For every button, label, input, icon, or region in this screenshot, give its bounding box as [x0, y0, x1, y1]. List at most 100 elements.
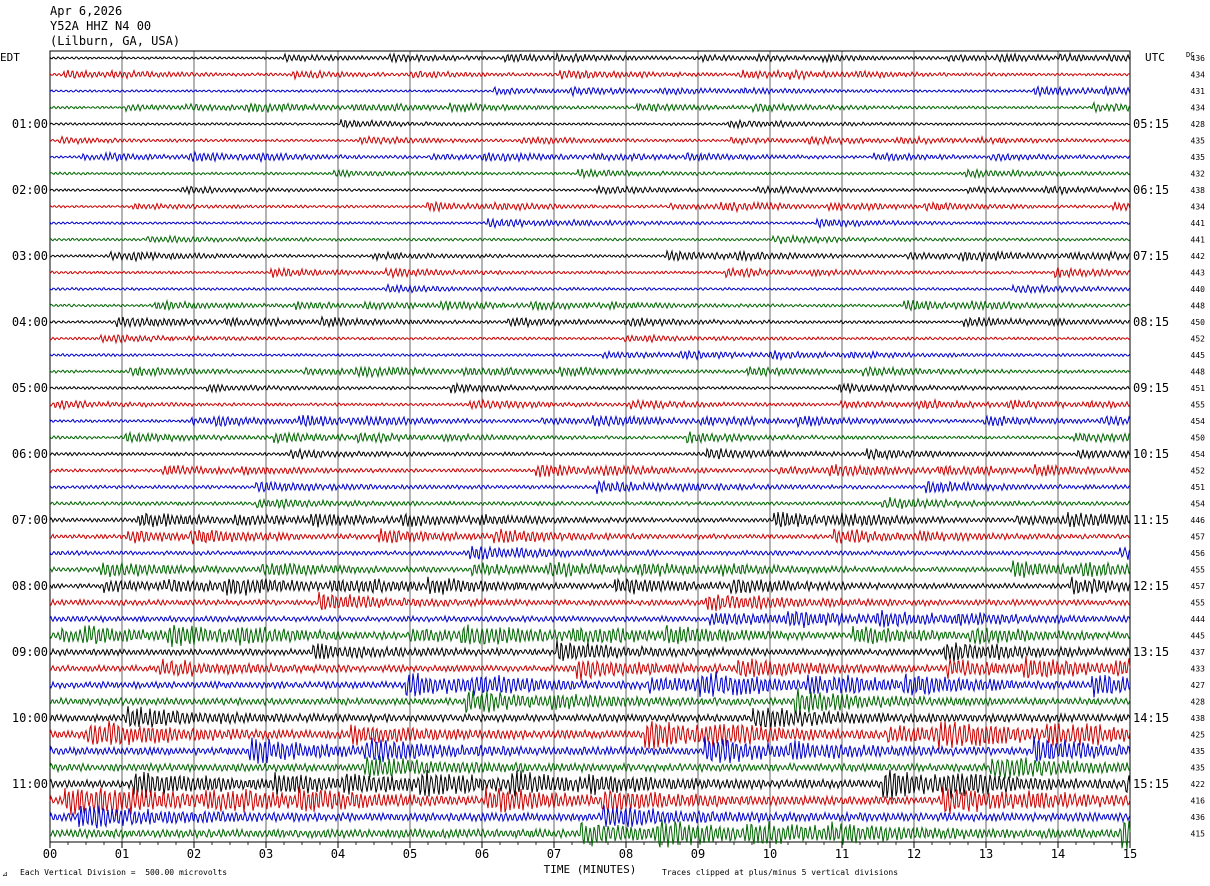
- scale-note: Each Vertical Division = 500.00 microvol…: [20, 868, 228, 877]
- edt-axis-label: EDT: [0, 51, 20, 64]
- seismic-trace: [49, 640, 1131, 663]
- x-tick-label: 15: [1123, 847, 1137, 861]
- x-tick-label: 00: [43, 847, 57, 861]
- dc-offset-value: 434: [1191, 104, 1206, 113]
- trace-group: [49, 51, 1131, 850]
- dc-offset-value: 454: [1191, 500, 1206, 509]
- dc-offset-value: 455: [1191, 566, 1206, 575]
- dc-offset-value: 452: [1191, 335, 1206, 344]
- dc-offset-value: 435: [1191, 764, 1206, 773]
- utc-hour-label: 10:15: [1133, 447, 1169, 461]
- x-tick-label: 10: [763, 847, 777, 861]
- seismic-trace: [49, 51, 1131, 64]
- dc-offset-value: 454: [1191, 417, 1206, 426]
- seismic-trace: [50, 249, 1130, 263]
- edt-hour-label: 11:00: [12, 777, 48, 791]
- seismic-trace: [49, 200, 1131, 214]
- seismic-trace: [49, 68, 1131, 81]
- scale-marker-icon: ⊿: [2, 870, 8, 878]
- dc-offset-value: 450: [1191, 318, 1206, 327]
- seismic-trace: [49, 819, 1131, 850]
- seismic-trace: [49, 687, 1131, 715]
- dc-offset-value: 435: [1191, 153, 1206, 162]
- seismic-trace: [49, 511, 1131, 528]
- dc-offset-value: 438: [1191, 714, 1206, 723]
- seismic-trace: [49, 118, 1131, 130]
- utc-hour-label: 07:15: [1133, 249, 1169, 263]
- dc-offset-value: 455: [1191, 401, 1206, 410]
- seismic-trace: [49, 150, 1131, 164]
- seismic-trace: [49, 671, 1131, 698]
- dc-offset-value: 457: [1191, 582, 1206, 591]
- edt-hour-label: 03:00: [12, 249, 48, 263]
- seismic-trace: [49, 381, 1131, 395]
- seismic-trace: [49, 184, 1131, 196]
- x-tick-label: 06: [475, 847, 489, 861]
- seismic-trace: [49, 545, 1131, 560]
- seismic-trace: [49, 576, 1131, 596]
- dc-offset-value: 425: [1191, 731, 1206, 740]
- seismic-trace: [49, 167, 1131, 180]
- dc-offset-value: 441: [1191, 236, 1206, 245]
- seismic-trace: [49, 463, 1131, 478]
- seismic-trace: [49, 591, 1131, 612]
- seismic-trace: [49, 217, 1131, 230]
- seismic-trace: [49, 805, 1131, 829]
- x-tick-label: 12: [907, 847, 921, 861]
- edt-hour-label: 01:00: [12, 117, 48, 131]
- dc-offset-value: 446: [1191, 516, 1206, 525]
- dc-offset-value: 454: [1191, 450, 1206, 459]
- utc-hour-label: 09:15: [1133, 381, 1169, 395]
- utc-hour-label: 06:15: [1133, 183, 1169, 197]
- x-tick-label: 04: [331, 847, 345, 861]
- x-axis-label: TIME (MINUTES): [544, 863, 637, 876]
- dc-offset-value: 436: [1191, 813, 1206, 822]
- dc-offset-value: 448: [1191, 368, 1206, 377]
- dc-offset-value: 442: [1191, 252, 1206, 261]
- station-code: Y52A HHZ N4 00: [50, 19, 152, 33]
- dc-offset-value: 434: [1191, 203, 1206, 212]
- dc-offset-value: 422: [1191, 780, 1206, 789]
- seismic-trace: [49, 315, 1130, 329]
- dc-offset-value: 456: [1191, 549, 1206, 558]
- seismic-trace: [49, 397, 1131, 411]
- edt-hour-label: 04:00: [12, 315, 48, 329]
- seismic-trace: [49, 447, 1131, 461]
- utc-hour-label: 11:15: [1133, 513, 1169, 527]
- seismic-trace: [49, 624, 1131, 647]
- dc-offset-value: 438: [1191, 186, 1206, 195]
- dc-offset-value: 445: [1191, 351, 1206, 360]
- x-tick-label: 01: [115, 847, 129, 861]
- seismic-trace: [49, 756, 1131, 779]
- dc-offset-value: 428: [1191, 120, 1206, 129]
- dc-offset-value: 452: [1191, 467, 1206, 476]
- x-tick-label: 05: [403, 847, 417, 861]
- utc-hour-label: 14:15: [1133, 711, 1169, 725]
- seismic-trace: [49, 100, 1131, 114]
- seismic-trace: [49, 134, 1131, 147]
- x-tick-label: 13: [979, 847, 993, 861]
- dc-offset-value: 445: [1191, 632, 1206, 641]
- edt-hour-label: 07:00: [12, 513, 48, 527]
- plot-date: Apr 6,2026: [50, 4, 123, 18]
- utc-hour-label: 13:15: [1133, 645, 1169, 659]
- seismic-trace: [49, 720, 1131, 750]
- seismic-trace: [49, 706, 1131, 728]
- seismic-trace: [49, 365, 1131, 379]
- edt-hour-label: 06:00: [12, 447, 48, 461]
- utc-hour-label: 05:15: [1133, 117, 1169, 131]
- dc-label: DC: [1186, 51, 1194, 59]
- axis-labels: 00 01 02 03 04 05 06 07 08 09 10 11 12 13 14 15 TIME (MI…: [0, 51, 1205, 876]
- dc-offset-value: 435: [1191, 137, 1206, 146]
- seismic-trace: [49, 736, 1131, 764]
- dc-offset-value: 455: [1191, 599, 1206, 608]
- dc-offset-value: 416: [1191, 797, 1206, 806]
- dc-offset-value: 448: [1191, 302, 1206, 311]
- dc-offset-value: 451: [1191, 384, 1206, 393]
- seismic-trace: [49, 430, 1131, 445]
- x-tick-label: 07: [547, 847, 561, 861]
- dc-offset-value: 431: [1191, 87, 1206, 96]
- seismic-trace: [49, 479, 1131, 494]
- seismic-trace: [49, 769, 1131, 800]
